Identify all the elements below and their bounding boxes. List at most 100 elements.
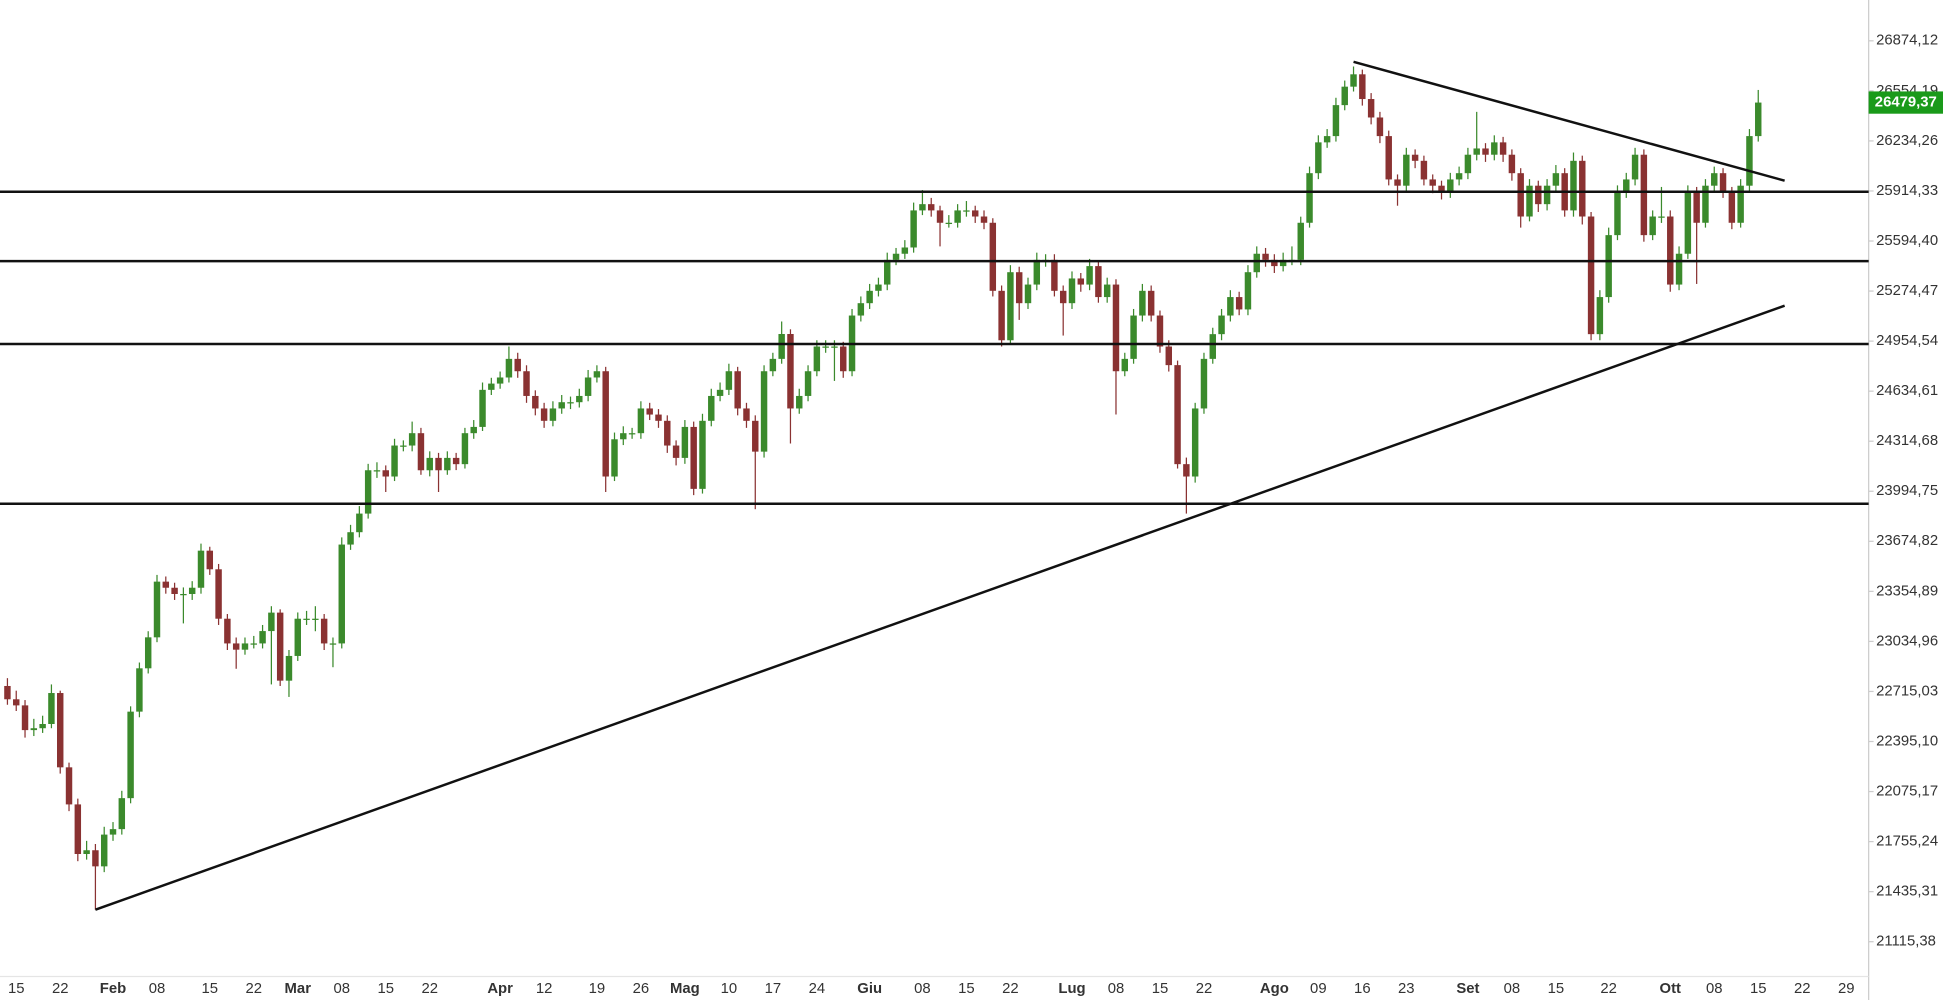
x-tick-label: 08 [1108, 981, 1125, 997]
candle-body [1394, 179, 1401, 186]
x-tick-label: 26 [633, 981, 650, 997]
x-tick-label: 22 [52, 981, 69, 997]
y-tick-label: 26874,12 [1876, 33, 1938, 49]
candle-body [1315, 142, 1322, 174]
candle-body [1429, 179, 1436, 186]
candle-body [1447, 179, 1454, 192]
x-tick-label: 22 [1600, 981, 1617, 997]
candle-body [1693, 191, 1700, 223]
candle-body [39, 723, 46, 729]
x-tick-label: 23 [1398, 981, 1415, 997]
candle-body [1156, 315, 1164, 347]
x-tick-label: Mag [670, 981, 700, 997]
candle-body [1376, 117, 1384, 137]
candle-body [1332, 105, 1340, 137]
candle-body [1350, 74, 1357, 87]
x-tick-label: 22 [1794, 981, 1811, 997]
candle-body [1473, 148, 1480, 155]
candle-body [1218, 315, 1225, 335]
x-tick-label: Apr [487, 981, 513, 997]
candle-body [1482, 148, 1489, 155]
candle-body [1517, 173, 1524, 217]
candle-body [1130, 315, 1137, 359]
candle-body [892, 253, 900, 260]
x-tick-label: 17 [765, 981, 782, 997]
candle-body [1614, 191, 1621, 236]
candle-body [303, 618, 310, 620]
candle-body [558, 402, 565, 409]
candle-body [664, 420, 671, 446]
last-price-label: 26479,37 [1875, 94, 1937, 110]
candle-body [989, 222, 997, 291]
candle-body [48, 693, 55, 724]
y-tick-label: 22395,10 [1876, 733, 1938, 749]
candle-body [1587, 216, 1595, 335]
candle-body [1103, 284, 1111, 298]
candle-body [188, 587, 196, 594]
candle-body [1051, 259, 1058, 291]
y-tick-label: 25914,33 [1876, 183, 1938, 199]
candle-body [57, 693, 64, 768]
candle-body [92, 850, 99, 867]
x-tick-label: 08 [149, 981, 166, 997]
candle-body [1535, 185, 1542, 205]
candle-body [831, 346, 838, 348]
candle-body [734, 371, 741, 409]
y-tick-label: 21435,31 [1876, 884, 1938, 900]
candle-body [963, 210, 970, 212]
x-tick-label: Lug [1058, 981, 1085, 997]
candle-body [1033, 259, 1041, 285]
candle-body [884, 259, 891, 285]
candle-body [373, 470, 381, 472]
candle-body [954, 210, 961, 223]
candle-body [417, 433, 425, 471]
candle-body [1165, 346, 1172, 366]
candle-body [1244, 272, 1252, 310]
candle-body [136, 668, 143, 712]
candle-body [1200, 358, 1208, 409]
candle-body [1455, 173, 1463, 180]
candle-body [901, 247, 909, 254]
x-tick-label: 12 [536, 981, 553, 997]
candle-body [1359, 74, 1366, 100]
x-tick-label: 10 [721, 981, 738, 997]
candle-body [1306, 173, 1313, 223]
candle-body [919, 204, 926, 211]
trend-line [94, 304, 1786, 911]
candle-body [1464, 154, 1472, 174]
candle-body [1253, 253, 1260, 273]
candle-body [584, 377, 592, 396]
y-tick-label: 24634,61 [1876, 383, 1938, 399]
candle-body [743, 408, 750, 421]
candle-body [1209, 334, 1216, 359]
candle-body [1570, 160, 1577, 211]
candle-body [690, 426, 697, 489]
y-tick-label: 23354,89 [1876, 583, 1938, 599]
candle-body [1279, 259, 1287, 267]
candle-body [945, 222, 953, 225]
candle-body [672, 445, 680, 458]
candle-body [232, 643, 240, 650]
candle-body [1411, 154, 1419, 161]
x-tick-label: 08 [333, 981, 350, 997]
x-tick-label: Ago [1260, 981, 1289, 997]
candle-body [320, 618, 328, 644]
x-tick-label: 19 [589, 981, 606, 997]
candle-body [1086, 266, 1093, 285]
candle-body [998, 290, 1005, 341]
candle-body [180, 593, 187, 596]
candle-body [1552, 173, 1560, 186]
y-tick-label: 23994,75 [1876, 483, 1938, 499]
candle-body [4, 685, 11, 700]
candle-body [215, 569, 222, 619]
candle-body [162, 581, 170, 588]
candle-body [444, 457, 451, 471]
candle-body [1147, 290, 1155, 316]
candle-body [1746, 136, 1753, 186]
candle-body [1403, 154, 1410, 186]
candle-body [1007, 272, 1014, 341]
x-tick-label: 16 [1354, 981, 1371, 997]
candle-body [822, 346, 829, 348]
candle-body [637, 408, 645, 434]
